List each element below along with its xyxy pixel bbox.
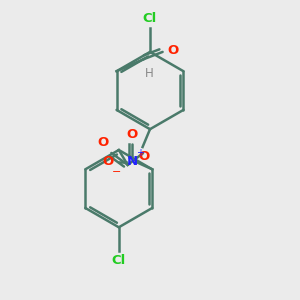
Text: O: O [102, 155, 114, 168]
Text: N: N [127, 155, 138, 168]
Text: Cl: Cl [143, 12, 157, 25]
Text: O: O [167, 44, 178, 57]
Text: H: H [145, 67, 154, 80]
Text: Cl: Cl [112, 254, 126, 267]
Text: −: − [112, 167, 121, 177]
Text: O: O [127, 128, 138, 141]
Text: +: + [136, 148, 144, 158]
Text: O: O [97, 136, 108, 148]
Text: O: O [138, 150, 150, 163]
